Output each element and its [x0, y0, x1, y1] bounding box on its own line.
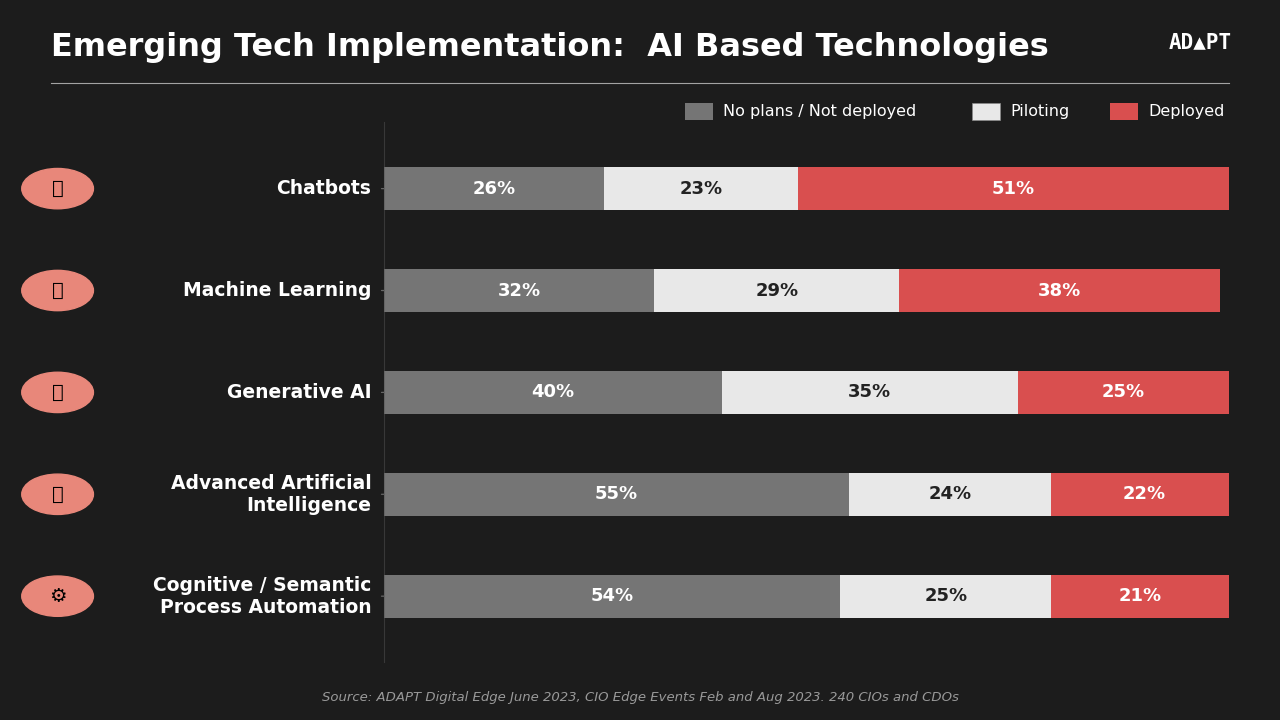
Text: 21%: 21% [1119, 588, 1162, 606]
Bar [384, 473, 849, 516]
Text: Machine Learning: Machine Learning [183, 281, 371, 300]
Text: ⚙: ⚙ [49, 587, 67, 606]
Bar [1051, 575, 1229, 618]
Bar [384, 269, 654, 312]
Text: 22%: 22% [1123, 485, 1166, 503]
Bar [797, 167, 1229, 210]
Bar [849, 473, 1051, 516]
Bar [840, 575, 1051, 618]
Text: 32%: 32% [498, 282, 540, 300]
Text: No plans / Not deployed: No plans / Not deployed [723, 104, 916, 119]
Text: 40%: 40% [531, 383, 575, 401]
Text: Advanced Artificial
Intelligence: Advanced Artificial Intelligence [170, 474, 371, 515]
Bar [654, 269, 900, 312]
Bar [722, 371, 1018, 414]
Text: 35%: 35% [849, 383, 891, 401]
Text: Generative AI: Generative AI [227, 383, 371, 402]
Text: Cognitive / Semantic
Process Automation: Cognitive / Semantic Process Automation [152, 576, 371, 616]
Text: 54%: 54% [590, 588, 634, 606]
Text: AD▲PT: AD▲PT [1169, 32, 1231, 53]
Text: 26%: 26% [472, 179, 516, 197]
Text: Chatbots: Chatbots [276, 179, 371, 198]
Text: 💡: 💡 [51, 383, 64, 402]
Bar [1018, 371, 1229, 414]
Text: Piloting: Piloting [1010, 104, 1070, 119]
Text: 24%: 24% [928, 485, 972, 503]
Text: 55%: 55% [595, 485, 637, 503]
Text: 23%: 23% [680, 179, 722, 197]
Bar [1051, 473, 1238, 516]
Bar [384, 167, 604, 210]
Text: 25%: 25% [1102, 383, 1144, 401]
Text: 29%: 29% [755, 282, 799, 300]
Bar [384, 371, 722, 414]
Text: 🧠: 🧠 [51, 281, 64, 300]
Text: 🔗: 🔗 [51, 485, 64, 504]
Text: Source: ADAPT Digital Edge June 2023, CIO Edge Events Feb and Aug 2023. 240 CIOs: Source: ADAPT Digital Edge June 2023, CI… [321, 691, 959, 704]
Text: Deployed: Deployed [1148, 104, 1224, 119]
Bar [384, 575, 840, 618]
Bar [900, 269, 1220, 312]
Text: 🤖: 🤖 [51, 179, 64, 198]
Text: 51%: 51% [992, 179, 1036, 197]
Bar [604, 167, 797, 210]
Text: 25%: 25% [924, 588, 968, 606]
Text: 38%: 38% [1038, 282, 1082, 300]
Text: Emerging Tech Implementation:  AI Based Technologies: Emerging Tech Implementation: AI Based T… [51, 32, 1048, 63]
